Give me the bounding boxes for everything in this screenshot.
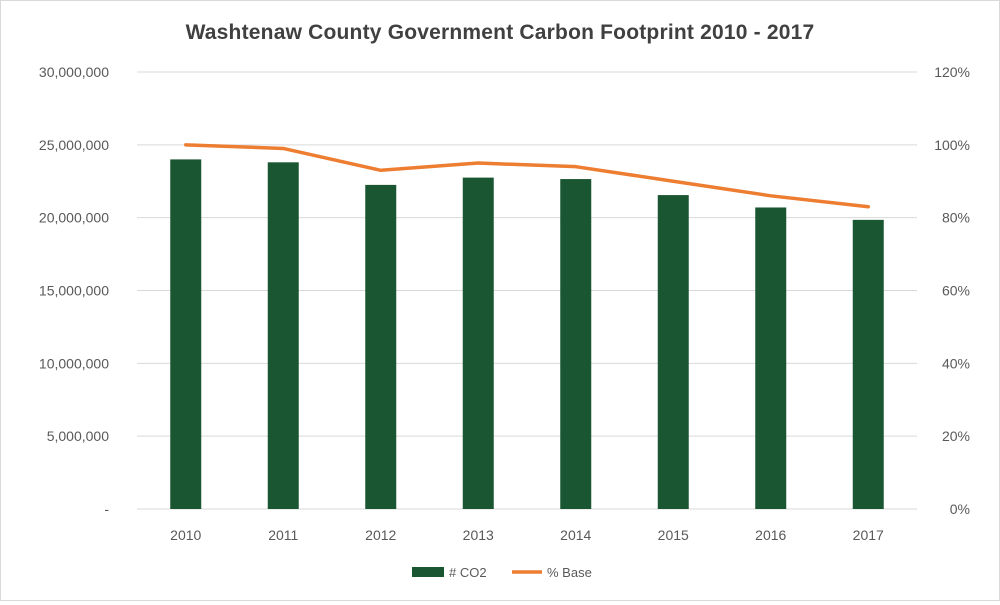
left-tick-label: 5,000,000 xyxy=(47,428,109,444)
x-tick-label: 2013 xyxy=(463,527,494,543)
right-tick-label: 0% xyxy=(950,501,970,517)
gridlines xyxy=(137,71,917,510)
x-tick-label: 2014 xyxy=(560,527,591,543)
left-tick-label: - xyxy=(104,501,109,517)
left-tick-label: 30,000,000 xyxy=(39,64,109,80)
bar xyxy=(365,184,397,509)
legend-swatch-bar xyxy=(412,567,444,577)
bar xyxy=(170,159,202,509)
bar xyxy=(852,219,884,509)
legend-label: # CO2 xyxy=(449,565,487,580)
bar xyxy=(267,162,299,509)
bar xyxy=(462,177,494,509)
legend-label: % Base xyxy=(547,565,592,580)
left-axis: - 5,000,000 10,000,000 15,000,000 20,000,000… xyxy=(39,64,109,517)
x-axis: 2010 2011 2012 2013 2014 2015 2016 2017 xyxy=(170,527,884,543)
bar xyxy=(755,207,787,509)
right-axis: 0% 20% 40% 60% 80% 100% 120% xyxy=(934,64,970,517)
x-tick-label: 2017 xyxy=(853,527,884,543)
bar xyxy=(560,179,592,509)
x-tick-label: 2012 xyxy=(365,527,396,543)
x-tick-label: 2016 xyxy=(755,527,786,543)
legend: # CO2 % Base xyxy=(412,565,592,580)
chart-title: Washtenaw County Government Carbon Footp… xyxy=(186,21,815,44)
line-series-percent-base xyxy=(184,143,870,209)
bar xyxy=(657,195,689,510)
right-tick-label: 40% xyxy=(942,355,970,371)
left-tick-label: 20,000,000 xyxy=(39,210,109,226)
right-tick-label: 60% xyxy=(942,283,970,299)
x-tick-label: 2010 xyxy=(170,527,201,543)
right-tick-label: 80% xyxy=(942,210,970,226)
left-tick-label: 10,000,000 xyxy=(39,355,109,371)
x-tick-label: 2015 xyxy=(658,527,689,543)
left-tick-label: 25,000,000 xyxy=(39,137,109,153)
right-tick-label: 100% xyxy=(934,137,970,153)
left-tick-label: 15,000,000 xyxy=(39,283,109,299)
right-tick-label: 120% xyxy=(934,64,970,80)
x-tick-label: 2011 xyxy=(268,527,298,543)
right-tick-label: 20% xyxy=(942,428,970,444)
bar-series-co2 xyxy=(170,159,884,510)
series-line xyxy=(184,143,870,209)
